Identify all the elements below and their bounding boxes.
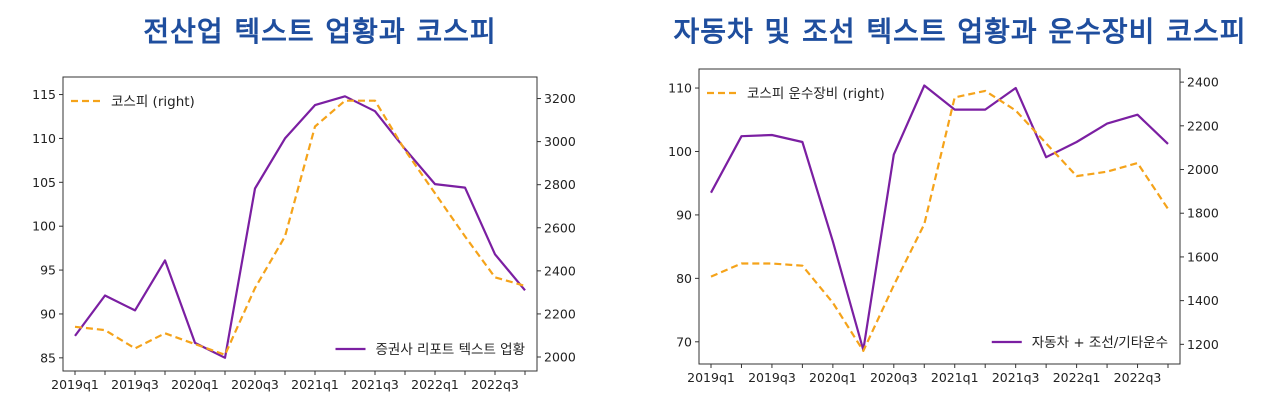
y-tick-label: 90 [40,306,56,321]
y2-tick-label: 2400 [1187,75,1219,90]
y-tick-label: 70 [676,334,692,349]
x-tick-label: 2021q3 [351,377,399,392]
x-tick-label: 2019q3 [111,377,159,392]
legend-label: 코스피 운수장비 (right) [747,86,885,102]
series-line-right [74,99,526,356]
y-tick-label: 85 [40,350,56,365]
x-tick-label: 2020q1 [809,370,857,385]
y-tick-label: 110 [32,131,56,146]
x-tick-label: 2022q1 [411,377,459,392]
plot-frame [62,76,538,372]
x-tick-label: 2022q3 [471,377,519,392]
y-tick-label: 100 [668,144,692,159]
x-tick-label: 2019q3 [748,370,796,385]
y2-tick-label: 1600 [1187,249,1219,264]
y2-tick-label: 3000 [544,134,576,149]
y-tick-label: 80 [676,271,692,286]
y-tick-label: 115 [32,87,56,102]
left-chart-panel: 전산업 텍스트 업황과 코스피 85 90 95 100 105 110 115 2000 22… [32,15,576,392]
x-tick-label: 2021q1 [291,377,339,392]
right-chart-panel: 자동차 및 조선 텍스트 업황과 운수장비 코스피 70 80 90 100 110 12… [640,0,1280,418]
x-tick-label: 2021q1 [931,370,979,385]
y2-tick-label: 2400 [544,263,576,278]
right-chart: 70 80 90 100 110 1200 1400 1600 1800 2000 2200 2400… [668,68,1219,385]
y-tick-label: 90 [676,207,692,222]
y2-tick-label: 1800 [1187,206,1219,221]
y-tick-label: 95 [40,263,56,278]
series-line-left [710,84,1169,352]
x-tick-label: 2021q3 [992,370,1040,385]
x-tick-label: 2020q3 [870,370,918,385]
x-tick-label: 2022q3 [1114,370,1162,385]
x-tick-label: 2022q1 [1053,370,1101,385]
x-tick-label: 2020q3 [231,377,279,392]
legend-label: 자동차 + 조선/기타운수 [1032,335,1168,351]
left-chart: 85 90 95 100 105 110 115 2000 2200 2400 2600 2800 30… [32,76,576,392]
plot-frame [698,68,1181,365]
y2-tick-label: 1200 [1187,337,1219,352]
y-tick-label: 100 [32,219,56,234]
x-tick-label: 2019q1 [51,377,99,392]
y2-tick-label: 2600 [544,220,576,235]
y2-tick-label: 2200 [544,306,576,321]
chart-title: 자동차 및 조선 텍스트 업황과 운수장비 코스피 [673,15,1247,48]
legend-label: 코스피 (right) [111,94,195,110]
series-line-left [74,95,526,359]
chart-title: 전산업 텍스트 업황과 코스피 [143,15,497,48]
y2-tick-label: 2200 [1187,118,1219,133]
y2-tick-label: 3200 [544,91,576,106]
legend-label: 증권사 리포트 텍스트 업황 [376,342,526,358]
x-tick-label: 2019q1 [687,370,735,385]
y2-tick-label: 2000 [1187,162,1219,177]
y2-tick-label: 1400 [1187,293,1219,308]
y-tick-label: 110 [668,81,692,96]
x-tick-label: 2020q1 [171,377,219,392]
y2-tick-label: 2800 [544,177,576,192]
y2-tick-label: 2000 [544,350,576,365]
y-tick-label: 105 [32,175,56,190]
series-line-right [710,89,1169,352]
